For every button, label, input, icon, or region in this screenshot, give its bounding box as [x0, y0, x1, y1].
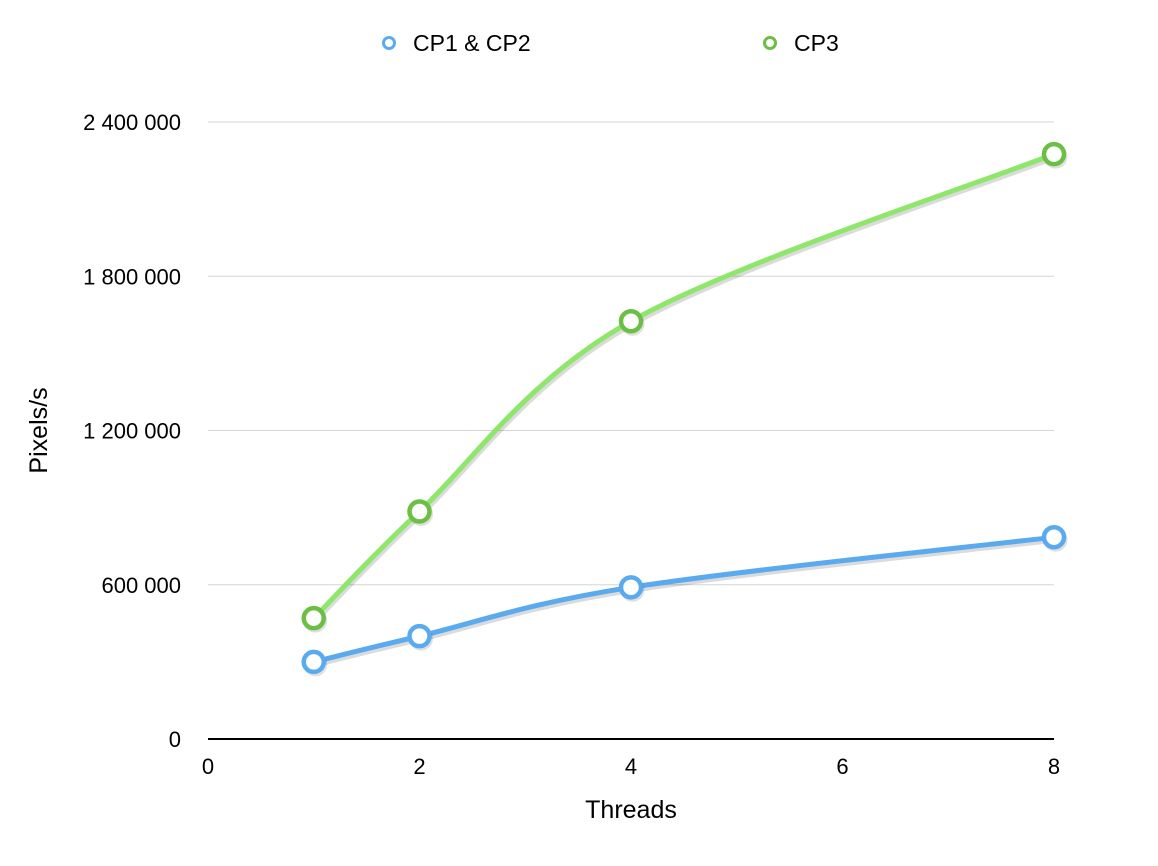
grid-lines	[208, 121, 1054, 586]
x-axis-title: Threads	[585, 796, 677, 824]
series-line	[311, 534, 1057, 665]
legend-marker	[763, 36, 777, 50]
legend-label: CP3	[794, 30, 839, 56]
x-axis-ticks: 0 2 4 6 8	[202, 754, 1060, 779]
data-point	[301, 649, 326, 675]
legend-item: CP3	[763, 30, 839, 56]
series-2	[301, 141, 1068, 633]
data-point	[407, 499, 432, 524]
data-point	[618, 308, 644, 334]
x-tick-label: 6	[836, 754, 848, 779]
series-line-shadow	[312, 537, 1058, 668]
y-axis-ticks: 0 600 000 1 200 000 1 800 000 2 400 000	[83, 110, 181, 752]
series-line	[311, 151, 1057, 621]
series-layer	[301, 141, 1068, 677]
legend-marker	[382, 36, 396, 50]
y-tick-label: 1 200 000	[83, 419, 181, 444]
y-axis-title: Pixels/s	[25, 387, 53, 473]
series-line-shadow	[312, 154, 1058, 624]
legend-item: CP1 & CP2	[382, 30, 531, 56]
y-tick-label: 1 800 000	[83, 264, 181, 289]
x-tick-label: 0	[202, 754, 214, 779]
x-tick-label: 4	[625, 754, 637, 779]
data-point	[407, 623, 432, 649]
data-point	[618, 575, 644, 600]
data-point	[1041, 524, 1067, 550]
y-tick-label: 2 400 000	[83, 110, 181, 135]
x-tick-label: 2	[413, 754, 425, 779]
legend-label: CP1 & CP2	[413, 30, 531, 56]
data-point	[1041, 141, 1067, 167]
y-tick-label: 600 000	[101, 573, 181, 598]
y-tick-label: 0	[169, 727, 181, 752]
data-point	[301, 605, 326, 631]
legend: CP1 & CP2 CP3	[382, 30, 839, 56]
x-tick-label: 8	[1048, 754, 1060, 779]
series-1	[301, 524, 1068, 677]
